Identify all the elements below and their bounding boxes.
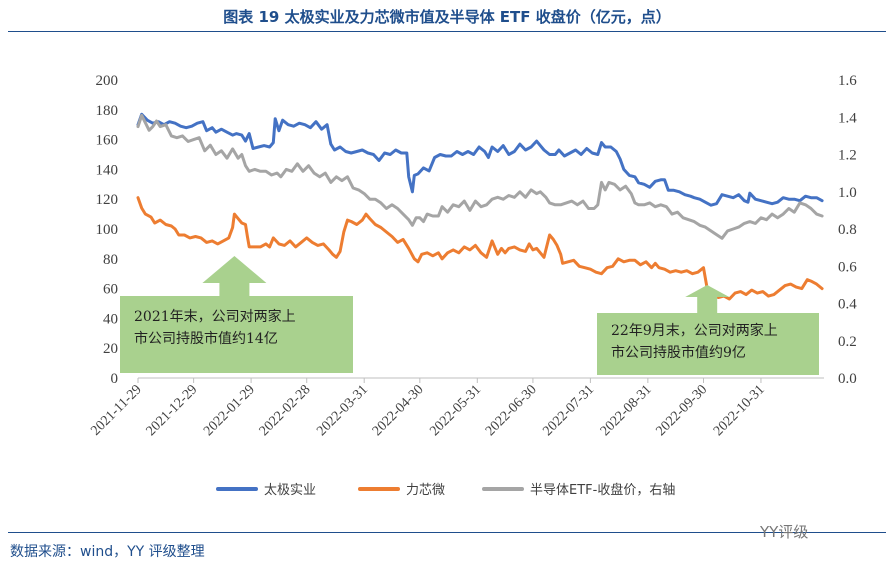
watermark: YY评级 [760, 523, 809, 541]
x-tick-label: 2022-01-29 [201, 382, 258, 439]
annotation-arrow [685, 285, 730, 313]
annotation-arrow [202, 256, 267, 296]
x-tick-label: 2022-06-30 [483, 382, 540, 439]
annotation-box [120, 296, 353, 373]
annotation-text: 市公司持股市值约9亿 [611, 344, 746, 361]
x-tick-label: 2021-11-29 [88, 382, 144, 438]
y-left-tick-label: 100 [96, 222, 119, 238]
y-right-tick-label: 0.2 [838, 334, 857, 350]
x-tick-label: 2022-10-31 [711, 382, 768, 439]
y-right-tick-label: 0.4 [838, 297, 857, 313]
x-tick-label: 2022-04-30 [370, 382, 427, 439]
x-tick-label: 2021-12-29 [144, 382, 201, 439]
legend-label: 力芯微 [406, 483, 445, 498]
x-tick-label: 2022-03-31 [314, 382, 371, 439]
x-tick-label: 2022-02-28 [257, 382, 314, 439]
y-right-tick-label: 0.0 [838, 371, 857, 387]
y-left-tick-label: 0 [111, 371, 119, 387]
x-tick-label: 2022-09-30 [654, 382, 711, 439]
x-tick-label: 2022-07-31 [540, 382, 597, 439]
y-right-tick-label: 1.0 [838, 185, 857, 201]
y-left-tick-label: 160 [96, 133, 119, 149]
y-right-tick-label: 0.6 [838, 259, 857, 275]
source-note: 数据来源：wind，YY 评级整理 [10, 544, 205, 560]
y-left-tick-label: 40 [103, 311, 118, 327]
title-rule [8, 31, 886, 32]
legend-label: 半导体ETF-收盘价，右轴 [530, 482, 675, 498]
y-left-tick-label: 140 [96, 162, 119, 178]
annotation-text: 2021年末，公司对两家上 [134, 308, 296, 325]
series-line-semi-etf [136, 113, 824, 240]
annotation-text: 市公司持股市值约14亿 [134, 330, 278, 347]
series-line-lixinwei [136, 196, 824, 301]
source-rule [8, 532, 886, 533]
y-left-tick-label: 200 [96, 73, 119, 89]
series-line-taiji [136, 112, 824, 207]
y-right-tick-label: 1.6 [838, 73, 857, 89]
x-tick-label: 2022-08-31 [598, 382, 655, 439]
annotation-box [597, 313, 819, 375]
annotation-text: 22年9月末，公司对两家上 [611, 322, 778, 339]
line-chart: 0 20 40 60 80 100 120 140 160 180 200 0.0 0.2 0.4 0.6… [88, 73, 857, 498]
legend-label: 太极实业 [264, 483, 316, 498]
y-right-tick-label: 1.4 [838, 110, 857, 126]
chart-title: 图表 19 太极实业及力芯微市值及半导体 ETF 收盘价（亿元，点） [223, 8, 671, 26]
y-left-tick-label: 80 [103, 252, 118, 268]
y-left-tick-label: 180 [96, 103, 119, 119]
y-right-tick-label: 1.2 [838, 148, 857, 164]
y-left-tick-label: 20 [103, 341, 118, 357]
y-left-tick-label: 120 [96, 192, 119, 208]
x-tick-label: 2022-05-31 [427, 382, 484, 439]
y-left-tick-label: 60 [103, 282, 118, 298]
y-right-tick-label: 0.8 [838, 222, 857, 238]
